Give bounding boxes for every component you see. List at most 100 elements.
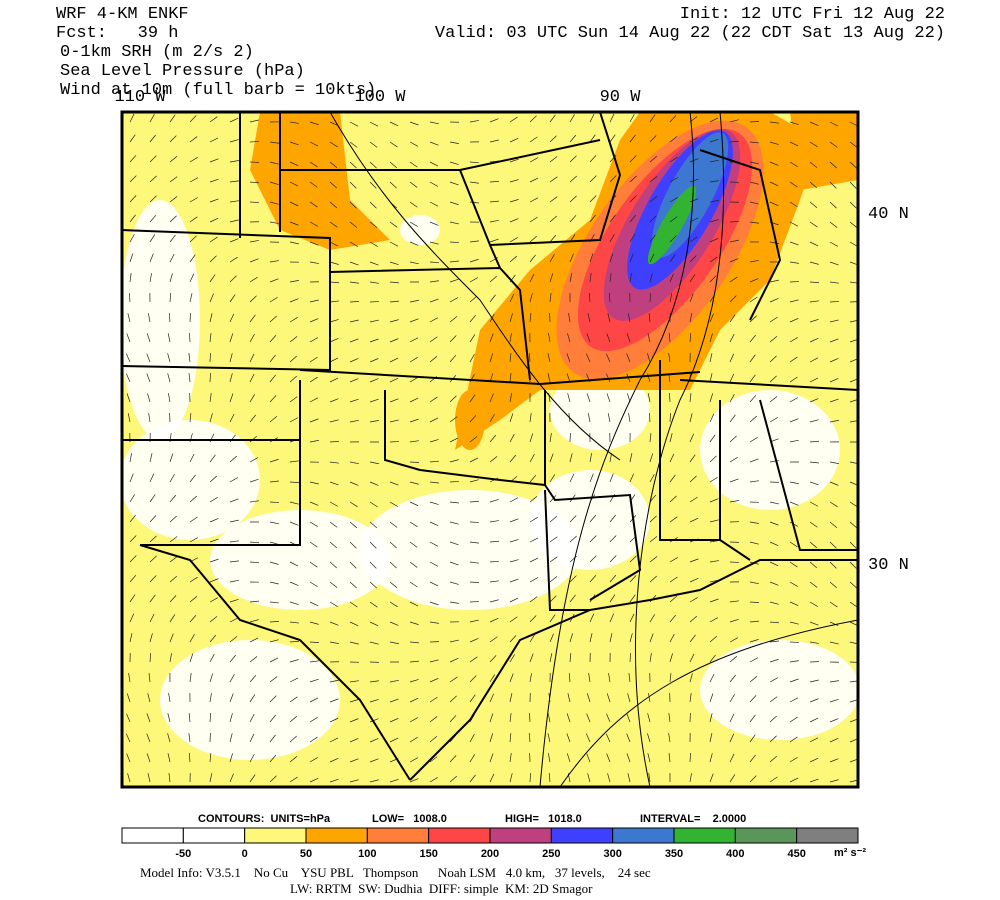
srh-area [250, 112, 390, 250]
wind-barb [409, 641, 419, 644]
wind-barb [709, 413, 715, 423]
wind-barb [649, 473, 655, 483]
wind-barb [509, 578, 519, 583]
wind-barb [289, 481, 300, 483]
wind-barb [309, 581, 318, 588]
wind-barb [429, 161, 439, 167]
colorbar-swatch [366, 827, 430, 844]
wind-barb [569, 575, 577, 583]
wind-barb [529, 313, 532, 323]
wind-barb [469, 258, 479, 263]
wind-barb [429, 396, 438, 403]
wind-barb [149, 195, 157, 203]
contour-high: HIGH= 1018.0 [505, 813, 582, 825]
wind-barb [709, 180, 719, 183]
wind-barb [126, 753, 131, 763]
wind-barb [689, 773, 692, 783]
wind-barb [469, 656, 478, 663]
wind-barb [789, 181, 798, 188]
wind-barb [209, 538, 219, 543]
wind-barb [429, 677, 439, 683]
wind-barb [309, 757, 318, 763]
wind-barb [229, 333, 234, 343]
wind-barb [749, 754, 756, 763]
wind-barb [669, 673, 672, 683]
wind-barb [629, 594, 636, 603]
wind-barb [269, 374, 276, 383]
colorbar-swatch [612, 827, 675, 844]
wind-barb [209, 313, 213, 323]
wind-barb [729, 600, 739, 603]
wind-barb [409, 418, 419, 423]
wind-barb [669, 235, 677, 243]
wind-barb [669, 392, 671, 403]
wind-barb [609, 175, 617, 183]
wind-barb [469, 457, 479, 463]
wind-barb [749, 657, 759, 663]
colorbar-label: 350 [665, 848, 683, 860]
wind-barb [469, 120, 479, 123]
wind-barb [709, 753, 713, 763]
wind-barb [649, 253, 655, 263]
colorbar-units: m² s⁻² [834, 847, 866, 859]
wind-barb [149, 473, 155, 483]
wind-barb [609, 113, 615, 123]
wind-barb [529, 615, 537, 623]
wind-barb [586, 713, 591, 723]
colorbar-swatch [428, 827, 491, 844]
wind-barb [269, 354, 276, 363]
wind-barb [189, 235, 197, 243]
wind-barb [167, 753, 171, 763]
boundary [544, 489, 858, 611]
wind-barb [229, 256, 238, 263]
isobar [635, 112, 725, 787]
wind-barb [289, 181, 299, 187]
wind-barb [249, 181, 259, 184]
wind-barb [769, 460, 779, 463]
wind-barb [269, 581, 279, 585]
wind-barb [769, 776, 778, 783]
wind-barb [569, 134, 577, 143]
wind-barb [569, 594, 576, 603]
wind-barb [489, 219, 499, 223]
colorbar-label: 50 [300, 848, 312, 860]
wind-barb [587, 693, 591, 703]
wind-barb [509, 199, 519, 203]
wind-barb [349, 161, 357, 169]
wind-barb [369, 641, 379, 645]
wind-barb [649, 292, 651, 303]
wind-barb [229, 294, 236, 303]
wind-barb [829, 718, 839, 723]
wind-barb [789, 716, 798, 723]
wind-barb [729, 655, 738, 663]
wind-barb [289, 621, 299, 624]
colorbar-swatch [734, 827, 798, 844]
wind-barb [309, 161, 318, 168]
wind-barb [189, 136, 198, 143]
wind-barb [389, 481, 399, 486]
wind-barb [129, 494, 136, 503]
wind-barb [569, 155, 577, 163]
pressure-label: Sea Level Pressure (hPa) [60, 62, 305, 81]
wind-barb [188, 733, 191, 743]
wind-barb [709, 654, 716, 663]
wind-barb [509, 255, 518, 263]
wind-barb [229, 219, 239, 223]
wind-barb [669, 115, 677, 123]
boundary [459, 169, 501, 269]
wind-barb [647, 713, 651, 723]
wind-barb [649, 575, 657, 583]
wind-barb [549, 215, 557, 223]
wind-barb [729, 373, 735, 383]
wind-barb [249, 414, 256, 423]
wind-barb [449, 561, 459, 566]
wind-barb [709, 476, 718, 483]
wind-barb [129, 113, 135, 123]
wind-barb [229, 560, 239, 563]
colorbar-swatch [673, 827, 736, 844]
wind-barb [189, 634, 195, 643]
wind-barb [749, 394, 757, 403]
wind-barb [189, 596, 198, 603]
wind-barb [569, 515, 577, 523]
wind-barb [589, 292, 591, 303]
